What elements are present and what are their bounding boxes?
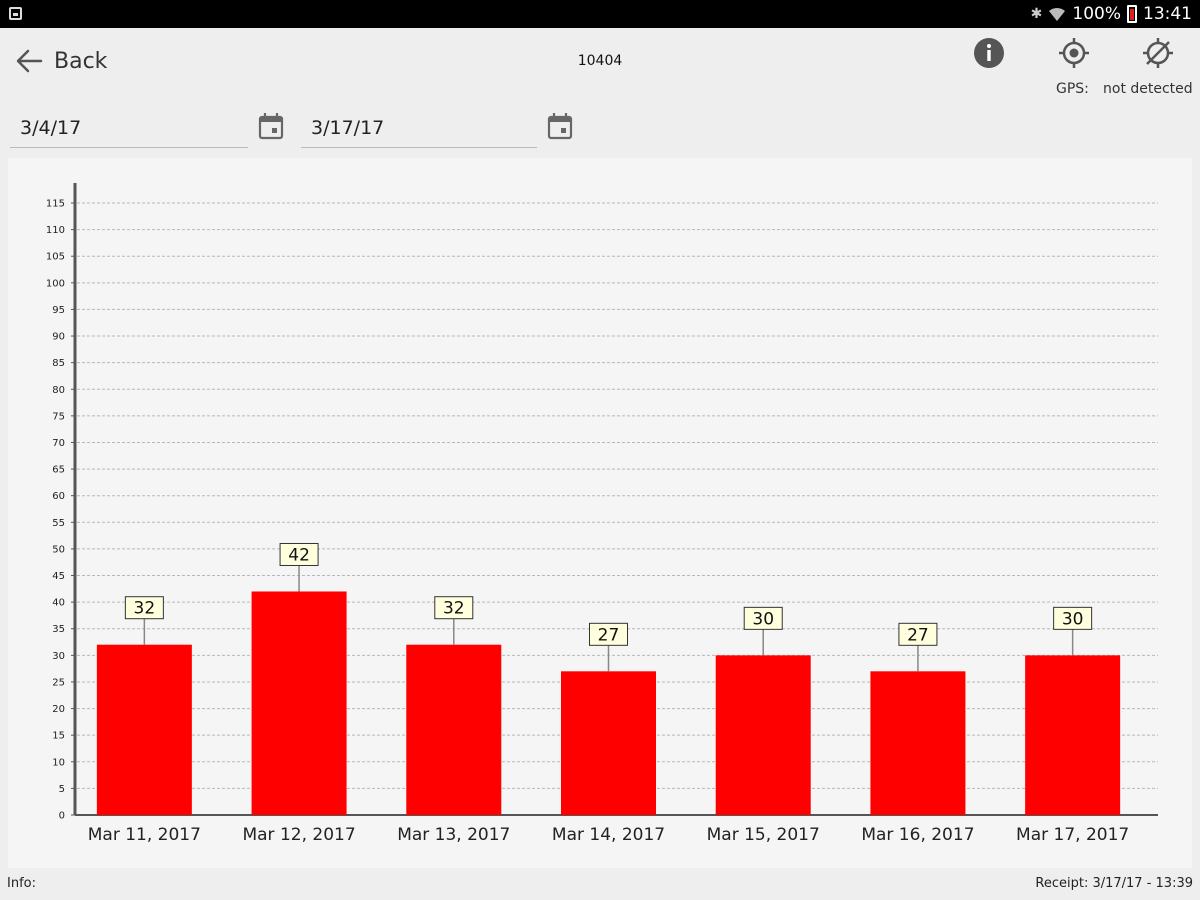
data-label: 42 [288,545,310,565]
data-label-box [124,596,164,620]
info-label: Info: [7,876,36,891]
battery-percent: 100% [1072,4,1121,24]
y-tick-label: 95 [52,305,65,316]
info-icon[interactable] [973,37,1005,69]
data-label-box [743,606,783,630]
y-tick-label: 115 [46,199,65,210]
y-tick-label: 30 [52,651,65,662]
receipt-text: Receipt: 3/17/17 - 13:39 [1035,876,1193,891]
gps-off-icon[interactable] [1142,37,1174,69]
y-tick-label: 105 [46,252,65,263]
y-tick-label: 35 [52,624,65,635]
data-label-box [434,596,474,620]
y-tick-label: 60 [52,491,65,502]
bar [406,644,502,815]
x-tick-label: Mar 15, 2017 [707,825,820,845]
calendar-icon[interactable] [258,112,284,140]
y-tick-label: 110 [46,225,65,236]
y-tick-label: 15 [52,731,65,742]
y-tick-label: 55 [52,518,65,529]
chart-panel: 0 5 10 15 20 25 30 35 40 45 50 55 60 65 70 75 80 85 90 95 10… [8,158,1192,868]
y-tick-label: 65 [52,465,65,476]
end-date-field[interactable] [301,110,537,148]
x-tick-label: Mar 17, 2017 [1016,825,1129,845]
bar [251,591,347,815]
bar [870,671,966,815]
data-label: 30 [752,609,774,629]
y-tick-label: 45 [52,571,65,582]
start-date-field[interactable] [10,110,248,148]
clock: 13:41 [1143,4,1192,24]
y-tick-label: 20 [52,704,65,715]
data-label-box [898,622,938,646]
end-date-input[interactable] [301,110,537,146]
start-date-input[interactable] [10,110,248,146]
status-indicators: ✱ 100% 13:41 [1031,2,1192,26]
data-label-box [279,542,319,566]
calendar-icon[interactable] [547,112,573,140]
back-button[interactable]: Back [14,44,107,78]
data-label: 32 [443,599,465,619]
data-label: 27 [598,625,620,645]
data-label: 27 [907,625,929,645]
y-tick-label: 75 [52,411,65,422]
bar-chart: 0 5 10 15 20 25 30 35 40 45 50 55 60 65 70 75 80 85 90 95 10… [46,183,1158,845]
y-tick-label: 5 [59,784,65,795]
y-tick-label: 10 [52,757,65,768]
y-tick-label: 90 [52,332,65,343]
x-tick-label: Mar 14, 2017 [552,825,665,845]
app-bar: Back 10404 GPS: not detected [0,28,1200,108]
x-tick-label: Mar 11, 2017 [88,825,201,845]
gps-status: not detected [1103,81,1193,97]
gps-locate-icon[interactable] [1058,37,1090,69]
page-title: 10404 [577,53,623,69]
data-label: 30 [1062,609,1084,629]
notification-icon [9,7,22,20]
arrow-left-icon [16,49,43,73]
bar [561,671,656,815]
bar [96,644,192,815]
y-tick-label: 0 [59,811,65,822]
wifi-icon [1049,7,1066,21]
data-label-box [1053,606,1093,630]
x-tick-label: Mar 16, 2017 [861,825,974,845]
status-bar: ✱ 100% 13:41 [0,0,1200,28]
y-tick-label: 25 [52,677,65,688]
y-tick-label: 50 [52,544,65,555]
x-tick-label: Mar 12, 2017 [242,825,355,845]
data-label-box [589,622,628,646]
bar [1025,655,1121,815]
y-tick-label: 80 [52,385,65,396]
bluetooth-icon: ✱ [1030,6,1043,22]
back-label: Back [54,48,108,74]
y-tick-label: 40 [52,598,65,609]
y-tick-label: 100 [46,278,65,289]
y-tick-label: 85 [52,358,65,369]
bar [715,655,811,815]
y-tick-label: 70 [52,438,65,449]
gps-label: GPS: [1056,81,1089,97]
x-tick-label: Mar 13, 2017 [397,825,510,845]
data-label: 32 [134,599,156,619]
battery-icon [1127,5,1137,23]
